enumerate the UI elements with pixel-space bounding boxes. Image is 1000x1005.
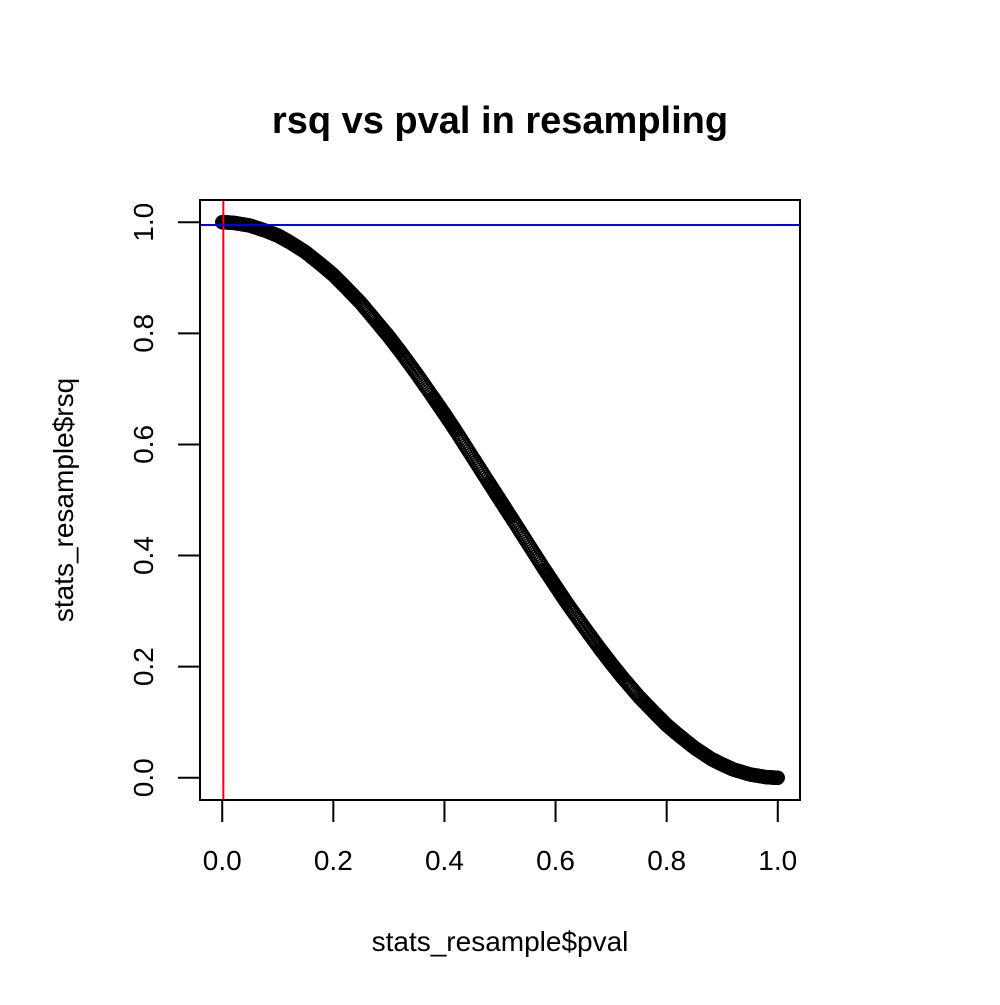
x-axis-title: stats_resample$pval: [372, 926, 629, 957]
x-tick-label: 0.4: [425, 845, 464, 876]
y-tick-label: 0.0: [128, 758, 159, 797]
plot-area: [200, 200, 800, 800]
y-tick-label: 1.0: [128, 203, 159, 242]
x-tick-label: 0.2: [314, 845, 353, 876]
x-axis: 0.0 0.2 0.4 0.6 0.8 1.0: [203, 799, 797, 876]
x-tick-label: 1.0: [758, 845, 797, 876]
y-axis: 0.0 0.2 0.4 0.6 0.8 1.0: [128, 203, 201, 797]
x-tick-label: 0.0: [203, 845, 242, 876]
y-axis-title: stats_resample$rsq: [48, 378, 79, 622]
y-tick-label: 0.6: [128, 425, 159, 464]
y-tick-label: 0.8: [128, 314, 159, 353]
y-tick-label: 0.2: [128, 647, 159, 686]
chart-title: rsq vs pval in resampling: [272, 100, 728, 142]
data-point: [770, 770, 785, 785]
x-tick-label: 0.8: [647, 845, 686, 876]
y-tick-label: 0.4: [128, 536, 159, 575]
x-tick-label: 0.6: [536, 845, 575, 876]
